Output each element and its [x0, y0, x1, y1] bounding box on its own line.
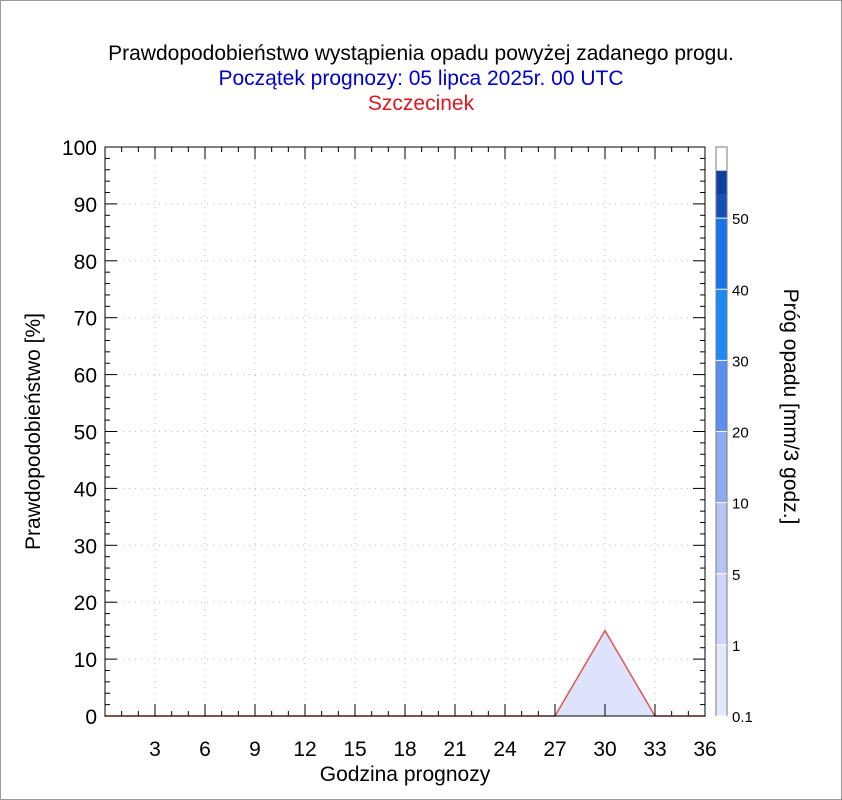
y-tick-label: 50 — [74, 422, 97, 445]
x-tick-label: 27 — [543, 738, 566, 761]
y-tick-label: 10 — [74, 649, 97, 672]
x-tick-label: 30 — [593, 738, 616, 761]
y-axis-ticks: 0 10 20 30 40 50 60 70 80 90 100 — [62, 137, 705, 729]
series-area — [105, 630, 705, 716]
chart-subtitle: Początek prognozy: 05 lipca 2025r. 00 UT… — [218, 67, 624, 90]
x-tick-label: 6 — [199, 738, 211, 761]
y-tick-label: 30 — [74, 535, 97, 558]
y-tick-label: 100 — [62, 137, 97, 160]
colorbar-segment — [716, 360, 727, 432]
colorbar-tick-label: 20 — [732, 425, 749, 442]
chart-title: Prawdopodobieństwo wystąpienia opadu pow… — [108, 42, 734, 65]
x-tick-label: 15 — [343, 738, 366, 761]
x-tick-label: 3 — [149, 738, 161, 761]
colorbar-tick-label: 40 — [732, 282, 749, 299]
y-tick-label: 40 — [74, 478, 97, 501]
colorbar-segment — [716, 502, 727, 574]
y-tick-label: 80 — [74, 251, 97, 274]
colorbar-segment — [716, 573, 727, 645]
grid-lines — [105, 147, 705, 716]
colorbar-tick-label: 50 — [732, 211, 749, 228]
x-tick-label: 12 — [293, 738, 316, 761]
colorbar-tick-label: 0.1 — [732, 709, 753, 726]
colorbar-label: Próg opadu [mm/3 godz.] — [779, 289, 802, 525]
x-tick-label: 33 — [643, 738, 666, 761]
colorbar: 0.1 1 5 10 20 30 40 50 — [715, 146, 753, 726]
x-tick-label: 18 — [393, 738, 416, 761]
y-tick-label: 70 — [74, 308, 97, 331]
colorbar-segment — [716, 431, 727, 503]
y-tick-label: 90 — [74, 194, 97, 217]
colorbar-segment — [716, 194, 727, 219]
x-axis-label: Godzina prognozy — [320, 763, 491, 786]
minor-ticks — [105, 147, 705, 716]
colorbar-segment — [716, 289, 727, 361]
colorbar-tick-label: 1 — [732, 638, 740, 655]
colorbar-tick-label: 30 — [732, 353, 749, 370]
x-tick-label: 21 — [443, 738, 466, 761]
colorbar-segment — [716, 170, 727, 195]
x-tick-label: 24 — [493, 738, 517, 761]
data-point — [604, 629, 606, 632]
x-tick-label: 36 — [693, 738, 716, 761]
y-tick-label: 0 — [85, 706, 97, 729]
y-tick-label: 20 — [74, 592, 97, 615]
y-axis-label: Prawdopodobieństwo [%] — [22, 313, 45, 550]
x-axis-ticks: 3 6 9 12 15 18 21 24 27 30 33 36 — [149, 147, 717, 761]
x-tick-label: 9 — [249, 738, 261, 761]
colorbar-segment — [716, 218, 727, 290]
colorbar-tick-label: 10 — [732, 496, 749, 513]
colorbar-tick-label: 5 — [732, 567, 740, 584]
y-tick-label: 60 — [74, 365, 97, 388]
colorbar-segment — [716, 644, 727, 716]
series-layer — [104, 629, 706, 717]
chart-location: Szczecinek — [367, 92, 475, 115]
